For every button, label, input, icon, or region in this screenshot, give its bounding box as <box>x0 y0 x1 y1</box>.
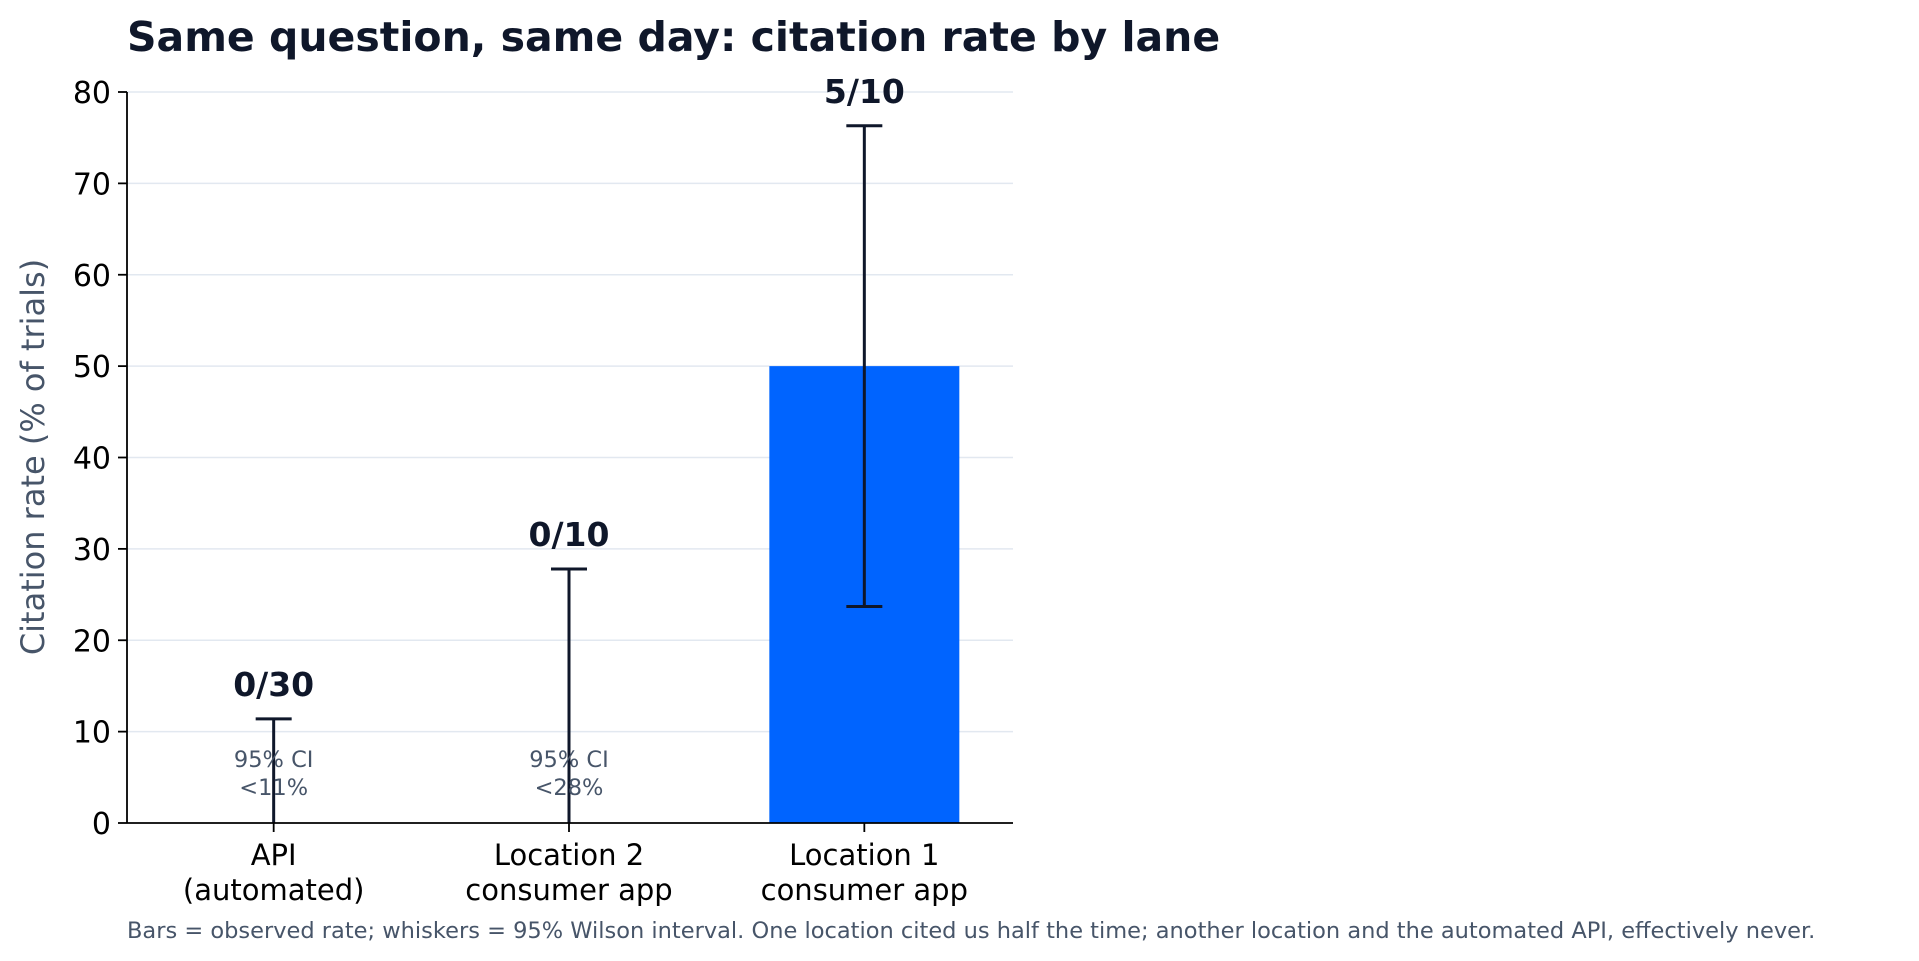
axes: 0 10 20 30 40 50 60 70 80 API(automated) Location … <box>73 76 1013 907</box>
chart-caption: Bars = observed rate; whiskers = 95% Wil… <box>127 918 1815 944</box>
count-label-0: 0/30 <box>233 665 314 704</box>
x-tick-label-0-0: API <box>251 838 297 872</box>
x-tick-label-2-1: consumer app <box>761 873 968 907</box>
y-axis-label: Citation rate (% of trials) <box>14 259 52 655</box>
y-tick-label-60: 60 <box>73 259 111 294</box>
x-tick-label-2-0: Location 1 <box>789 838 939 872</box>
ci-note-0-1: <11% <box>239 775 308 801</box>
y-tick-label-30: 30 <box>73 533 111 568</box>
chart-title: Same question, same day: citation rate b… <box>127 13 1220 61</box>
y-tick-label-20: 20 <box>73 624 111 659</box>
x-tick-label-1-1: consumer app <box>465 873 672 907</box>
x-tick-label-1-0: Location 2 <box>494 838 644 872</box>
y-tick-label-10: 10 <box>73 716 111 751</box>
y-tick-label-0: 0 <box>92 807 111 842</box>
error-whiskers <box>255 124 883 823</box>
x-tick-label-0-1: (automated) <box>183 873 365 907</box>
gridlines <box>127 91 1013 733</box>
y-tick-label-50: 50 <box>73 350 111 385</box>
count-label-1: 0/10 <box>529 515 610 554</box>
ci-note-1-1: <28% <box>535 775 604 801</box>
count-label-2: 5/10 <box>824 72 905 111</box>
y-tick-label-70: 70 <box>73 167 111 202</box>
y-tick-label-40: 40 <box>73 442 111 477</box>
ci-note-0-0: 95% CI <box>234 747 314 773</box>
ci-note-1-0: 95% CI <box>529 747 609 773</box>
y-tick-label-80: 80 <box>73 76 111 111</box>
